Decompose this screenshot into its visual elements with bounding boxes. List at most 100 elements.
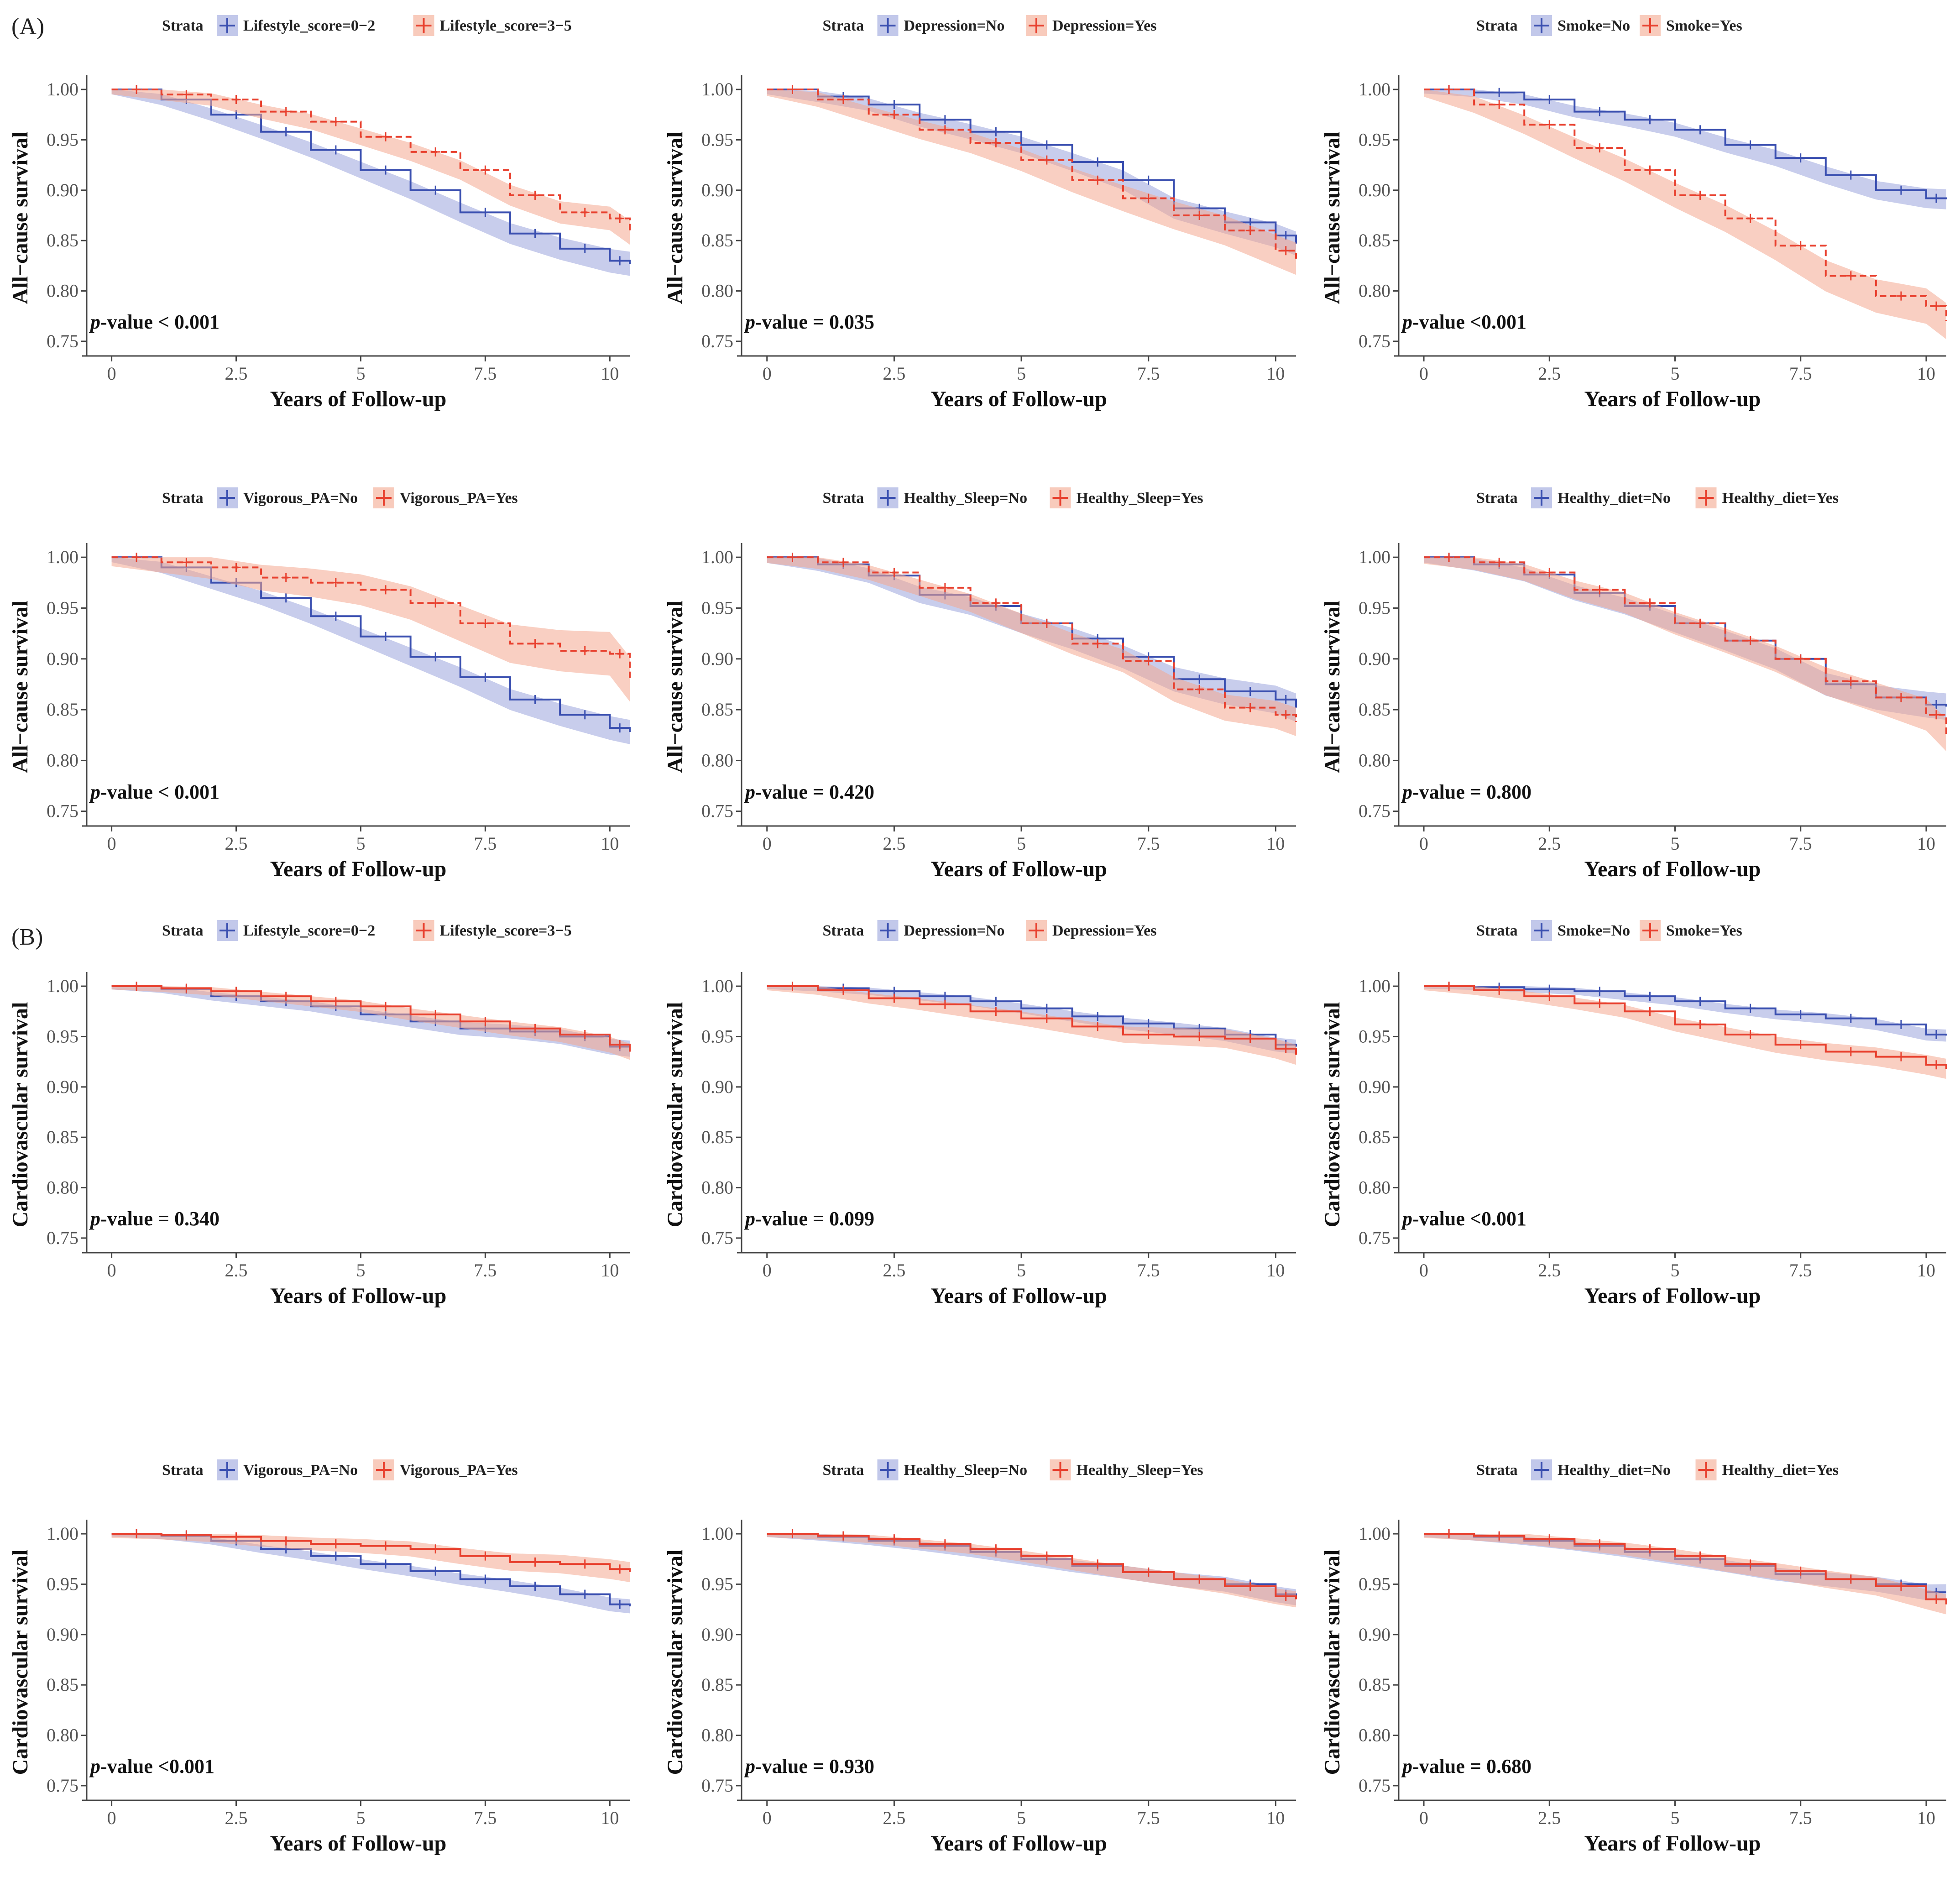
chart-panel-7: 0.75 0.80 0.85 0.90 0.95 1.00 0 2.5 5 7.5 10 Years … xyxy=(8,920,631,1308)
x-tick-label: 10 xyxy=(601,1808,619,1828)
legend-marker-1 xyxy=(1534,18,1549,33)
censor-mark xyxy=(1645,115,1655,125)
censor-mark xyxy=(1545,992,1554,1001)
y-tick-label: 0.85 xyxy=(701,1674,733,1695)
p-value-text: p-value <0.001 xyxy=(1401,311,1526,333)
x-axis-title: Years of Follow-up xyxy=(930,387,1107,411)
x-tick-label: 7.5 xyxy=(474,1260,497,1281)
y-tick-label: 0.85 xyxy=(47,1127,78,1147)
legend-marker-2 xyxy=(1052,490,1068,506)
censor-mark xyxy=(530,229,540,238)
censor-mark xyxy=(1093,1022,1103,1031)
censor-mark xyxy=(580,710,590,720)
y-tick-label: 0.95 xyxy=(701,1574,733,1594)
x-tick-label: 10 xyxy=(1266,1260,1285,1281)
y-tick-label: 0.95 xyxy=(701,1026,733,1046)
x-axis-title: Years of Follow-up xyxy=(270,387,447,411)
y-tick-label: 0.80 xyxy=(701,281,733,301)
censor-mark xyxy=(1093,157,1103,167)
censor-mark xyxy=(991,1007,1001,1016)
confidence-band-2 xyxy=(767,557,1296,736)
legend-marker-2 xyxy=(376,490,392,506)
confidence-band-1 xyxy=(111,557,630,744)
y-tick-label: 0.80 xyxy=(701,1177,733,1198)
y-tick-label: 0.75 xyxy=(1359,331,1390,351)
x-tick-label: 5 xyxy=(1671,833,1680,854)
x-tick-label: 2.5 xyxy=(1538,363,1561,384)
y-axis-title: All−cause survival xyxy=(663,131,687,304)
legend-entry-2: Lifestyle_score=3−5 xyxy=(440,17,572,34)
x-tick-label: 7.5 xyxy=(474,363,497,384)
censor-mark xyxy=(1931,700,1941,709)
y-tick-label: 0.75 xyxy=(701,801,733,821)
censor-mark xyxy=(1746,1004,1755,1013)
censor-mark xyxy=(1896,1581,1906,1591)
censor-mark xyxy=(331,997,340,1006)
y-tick-label: 0.75 xyxy=(701,1228,733,1248)
legend-entry-2: Vigorous_PA=Yes xyxy=(400,1462,518,1479)
x-tick-label: 5 xyxy=(356,833,365,854)
censor-mark xyxy=(481,165,490,175)
y-tick-label: 0.80 xyxy=(701,750,733,770)
censor-mark xyxy=(940,999,950,1009)
y-tick-label: 0.90 xyxy=(47,180,78,200)
legend-entry-2: Smoke=Yes xyxy=(1666,922,1742,939)
censor-mark xyxy=(991,997,1001,1006)
confidence-band-2 xyxy=(1424,986,1946,1079)
y-tick-label: 1.00 xyxy=(47,79,78,99)
legend-marker-2 xyxy=(1029,18,1044,33)
y-axis-title: All−cause survival xyxy=(8,131,32,304)
censor-mark xyxy=(1495,985,1504,995)
censor-mark xyxy=(1495,1531,1504,1541)
x-tick-label: 7.5 xyxy=(1789,1260,1812,1281)
confidence-band-2 xyxy=(1424,1534,1946,1615)
legend-marker-2 xyxy=(376,1462,392,1478)
x-axis-title: Years of Follow-up xyxy=(270,1831,447,1856)
p-value-number: -value <0.001 xyxy=(1412,1208,1526,1230)
censor-mark xyxy=(1595,999,1605,1008)
x-tick-label: 7.5 xyxy=(1137,1260,1160,1281)
censor-mark xyxy=(615,1564,625,1574)
y-tick-label: 0.90 xyxy=(701,1624,733,1645)
y-tick-label: 1.00 xyxy=(1359,976,1390,996)
p-value-symbol: p xyxy=(1401,1755,1412,1777)
x-tick-label: 7.5 xyxy=(1137,363,1160,384)
legend-entry-1: Lifestyle_score=0−2 xyxy=(243,922,375,939)
y-tick-label: 0.85 xyxy=(1359,699,1390,720)
censor-mark xyxy=(1896,291,1906,301)
chart-panel-5: 0.75 0.80 0.85 0.90 0.95 1.00 0 2.5 5 7.5 10 Years … xyxy=(663,487,1297,881)
survival-curve-2 xyxy=(111,1533,631,1572)
y-axis-title: All−cause survival xyxy=(8,601,32,773)
legend-marker-2 xyxy=(1029,923,1044,938)
x-tick-label: 0 xyxy=(1419,1808,1428,1828)
p-value-number: -value = 0.420 xyxy=(755,781,874,803)
y-tick-label: 0.90 xyxy=(701,1077,733,1097)
p-value-text: p-value <0.001 xyxy=(89,1755,214,1777)
censor-mark xyxy=(889,1534,899,1544)
legend-marker-2 xyxy=(416,18,432,33)
y-tick-label: 0.80 xyxy=(1359,1177,1390,1198)
censor-mark xyxy=(1846,271,1855,281)
censor-mark xyxy=(331,1551,340,1561)
x-tick-label: 7.5 xyxy=(1789,833,1812,854)
censor-mark xyxy=(1595,107,1605,116)
legend-marker-1 xyxy=(220,923,235,938)
censor-mark xyxy=(182,90,191,99)
legend-entry-1: Smoke=No xyxy=(1558,922,1630,939)
x-tick-label: 10 xyxy=(1266,833,1285,854)
p-value-text: p-value = 0.099 xyxy=(743,1208,874,1230)
survival-curve-1 xyxy=(111,89,631,264)
panel-label-b: (B) xyxy=(11,924,43,950)
y-tick-label: 0.90 xyxy=(1359,648,1390,669)
censor-mark xyxy=(1195,685,1204,694)
censor-mark xyxy=(431,652,440,662)
legend-entry-2: Depression=Yes xyxy=(1052,17,1156,34)
x-tick-label: 2.5 xyxy=(1538,1260,1561,1281)
censor-mark xyxy=(530,190,540,200)
x-axis-title: Years of Follow-up xyxy=(930,1831,1107,1856)
censor-mark xyxy=(1042,1551,1051,1561)
censor-mark xyxy=(991,1544,1001,1554)
legend-marker-1 xyxy=(1534,490,1549,506)
censor-mark xyxy=(481,1574,490,1584)
censor-mark xyxy=(1896,1019,1906,1029)
